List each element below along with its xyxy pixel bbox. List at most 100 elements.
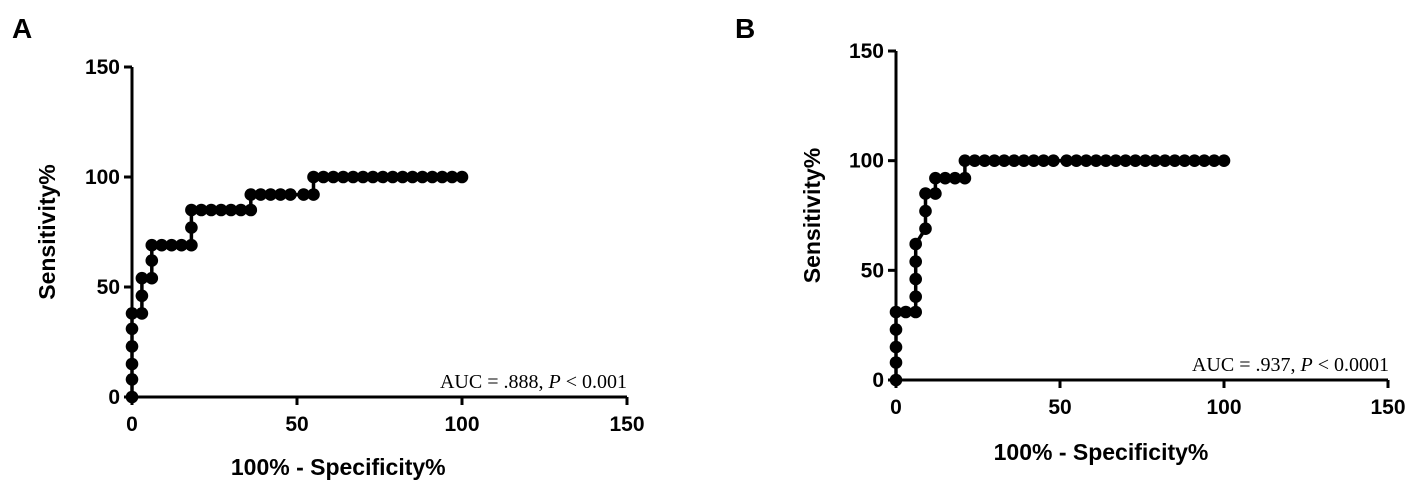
roc-point [1139, 154, 1152, 167]
roc-point [958, 171, 972, 185]
roc-point [165, 238, 178, 252]
roc-point [1119, 154, 1132, 167]
roc-point [244, 188, 258, 201]
auc-annotation-prefix: AUC = .888, [440, 371, 549, 393]
roc-point [435, 170, 449, 184]
roc-point [899, 305, 913, 319]
x-axis-title: 100% - Specificity% [231, 454, 446, 480]
roc-point [175, 238, 188, 252]
y-axis-title: Sensitivity% [799, 148, 825, 284]
roc-point [1070, 154, 1083, 167]
roc-point [406, 170, 419, 184]
roc-point [909, 290, 922, 304]
roc-point [1188, 154, 1201, 167]
roc-point [416, 170, 429, 184]
y-axis-title: Sensitivity% [34, 164, 60, 300]
roc-curve-line [130, 175, 462, 397]
roc-point [264, 188, 277, 201]
roc-point [1207, 154, 1221, 167]
roc-point [376, 170, 390, 184]
y-tick-label: 100 [849, 150, 884, 173]
roc-point [307, 170, 320, 184]
roc-point [1129, 154, 1142, 167]
roc-point [195, 203, 208, 217]
panel-label-b: B [735, 13, 755, 44]
roc-point [346, 170, 360, 184]
roc-point [244, 203, 258, 217]
roc-point [125, 340, 139, 353]
roc-point [1217, 154, 1231, 167]
auc-annotation: AUC = .937, P < 0.0001 [1192, 354, 1389, 376]
roc-point [929, 171, 942, 185]
x-tick-label: 0 [126, 413, 138, 436]
x-tick-label: 50 [285, 413, 308, 436]
roc-point [909, 272, 922, 286]
roc-point [125, 307, 139, 320]
roc-point [909, 237, 922, 251]
x-axis-title: 100% - Specificity% [994, 439, 1209, 465]
roc-point [274, 188, 287, 201]
roc-point [909, 255, 922, 268]
auc-annotation-prefix: AUC = .937, [1192, 354, 1301, 376]
roc-point [938, 171, 952, 185]
roc-point [919, 187, 932, 200]
roc-point [396, 170, 409, 184]
roc-point [1047, 154, 1060, 167]
x-tick-label: 50 [1048, 396, 1071, 419]
roc-point [968, 154, 981, 167]
auc-annotation-p: P [1300, 354, 1313, 376]
x-tick-label: 100 [1206, 396, 1241, 419]
roc-point [948, 171, 962, 185]
roc-point [366, 170, 380, 184]
roc-point [284, 188, 297, 201]
y-tick-label: 150 [85, 56, 120, 79]
roc-point [336, 170, 350, 184]
roc-point [1109, 154, 1123, 167]
roc-chart-b-svg: B 0 50 100 150 0 50 100 150 100% - Specificity% S… [735, 13, 1406, 465]
roc-point [145, 254, 159, 267]
x-tick-label: 100 [444, 413, 479, 436]
roc-point [1099, 154, 1113, 167]
roc-point [1027, 154, 1041, 167]
roc-point [145, 238, 159, 252]
roc-point [204, 203, 218, 217]
roc-point [297, 188, 310, 201]
y-tick-label: 0 [872, 369, 884, 392]
roc-point [185, 238, 198, 252]
auc-annotation-suffix: < 0.001 [561, 371, 627, 393]
roc-point [1198, 154, 1211, 167]
roc-point [426, 170, 439, 184]
roc-chart-a-svg: A 0 50 100 150 0 50 100 150 100% - Specificity% S… [12, 13, 645, 480]
roc-point [224, 203, 238, 217]
roc-point [1178, 154, 1191, 167]
roc-point [185, 203, 198, 217]
roc-point [145, 271, 159, 285]
roc-chart-b: B 0 50 100 150 0 50 100 150 100% - Specificity% S… [700, 0, 1417, 491]
roc-point [1168, 154, 1182, 167]
roc-point [135, 307, 149, 320]
roc-point [386, 170, 400, 184]
roc-point [125, 373, 139, 386]
roc-point [889, 305, 903, 319]
roc-point [356, 170, 370, 184]
y-tick-label: 150 [849, 40, 884, 63]
auc-annotation: AUC = .888, P < 0.001 [440, 371, 627, 393]
roc-point [135, 271, 149, 285]
roc-point [958, 154, 972, 167]
panel-label-a: A [12, 13, 32, 44]
roc-point [929, 187, 942, 200]
roc-point [919, 204, 932, 218]
roc-chart-a: A 0 50 100 150 0 50 100 150 100% - Specificity% S… [0, 0, 700, 491]
y-tick-label: 50 [97, 276, 120, 299]
x-tick-label: 150 [609, 413, 644, 436]
roc-point [214, 203, 228, 217]
y-tick-label: 50 [861, 259, 884, 282]
roc-point [445, 170, 459, 184]
roc-point [889, 323, 903, 336]
y-tick-label: 0 [108, 386, 120, 409]
roc-point [978, 154, 991, 167]
roc-point [317, 170, 330, 184]
roc-point [889, 373, 903, 387]
roc-curve-line [894, 158, 1224, 380]
roc-point [909, 305, 922, 319]
